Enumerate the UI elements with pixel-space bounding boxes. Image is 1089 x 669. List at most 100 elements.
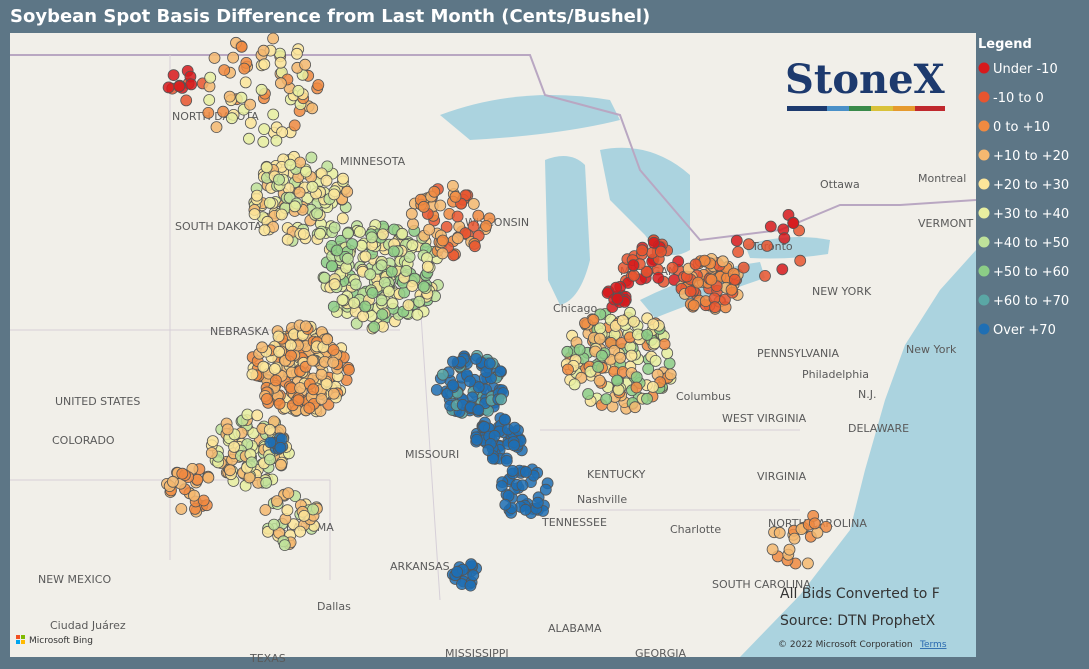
- bid-dot: [281, 233, 294, 246]
- bid-dot: [732, 246, 744, 258]
- bid-dot: [611, 292, 624, 305]
- bid-dot: [499, 498, 512, 511]
- bid-dot: [251, 409, 264, 422]
- bid-dot: [759, 269, 771, 282]
- bid-dot: [593, 374, 606, 387]
- map-label: New York: [906, 343, 957, 356]
- bid-dot: [464, 375, 476, 388]
- bid-dot: [413, 295, 426, 308]
- legend-label: +40 to +50: [993, 236, 1069, 251]
- legend-swatch: [978, 265, 990, 277]
- bid-dot: [288, 119, 301, 132]
- bid-dot: [328, 188, 341, 201]
- bid-dot: [327, 356, 340, 369]
- bid-dot: [640, 265, 653, 278]
- bid-dot: [202, 107, 215, 119]
- bid-dot: [582, 388, 594, 400]
- bid-dot: [483, 357, 496, 370]
- bid-dot: [386, 297, 399, 310]
- bid-dot: [331, 244, 343, 257]
- bid-dot: [506, 464, 519, 477]
- bid-dot: [614, 351, 627, 364]
- bid-dot: [472, 209, 485, 222]
- bid-dot: [649, 354, 662, 367]
- bid-dot: [436, 234, 449, 247]
- bid-dot: [185, 78, 198, 91]
- bid-dot: [719, 293, 731, 306]
- bid-dot: [306, 180, 319, 193]
- bid-dot: [257, 135, 270, 148]
- bid-dot: [467, 220, 480, 233]
- map-label: PENNSYLVANIA: [757, 347, 839, 360]
- bid-dot: [629, 401, 641, 414]
- legend-swatch: [978, 294, 990, 306]
- bid-dot: [366, 287, 379, 299]
- logo-bar: [849, 106, 871, 111]
- bid-dot: [278, 539, 291, 551]
- bid-dot: [341, 227, 354, 240]
- bid-dot: [223, 90, 236, 103]
- logo-text: StoneX: [785, 56, 945, 103]
- bid-dot: [446, 179, 459, 192]
- bid-dot: [561, 345, 574, 358]
- bid-dot: [468, 240, 481, 253]
- bid-dot: [311, 207, 324, 220]
- bid-dot: [616, 314, 629, 327]
- map-label: ARKANSAS: [390, 560, 450, 573]
- bid-dot: [441, 387, 454, 400]
- bid-dot: [272, 330, 285, 343]
- bid-dot: [568, 378, 581, 391]
- map-label: NEW MEXICO: [38, 573, 111, 586]
- bid-dot: [705, 273, 718, 286]
- bid-dot: [666, 261, 679, 274]
- bid-dot: [259, 504, 272, 516]
- bid-dot: [531, 496, 544, 509]
- bid-dot: [642, 362, 655, 375]
- bid-dot: [761, 239, 773, 252]
- note: All Bids Converted to F: [780, 586, 940, 602]
- legend-title: Legend: [978, 37, 1032, 52]
- terms-link[interactable]: Terms: [919, 640, 947, 650]
- bid-dot: [396, 227, 409, 240]
- bid-dot: [292, 85, 305, 97]
- bid-dot: [508, 421, 521, 434]
- map-label: MISSISSIPPI: [445, 647, 509, 660]
- bid-dot: [260, 476, 273, 489]
- lake: [545, 156, 590, 305]
- bid-dot: [175, 503, 188, 515]
- lake: [440, 95, 620, 140]
- bid-dot: [264, 436, 277, 449]
- map-label: MISSOURI: [405, 448, 459, 461]
- bid-dot: [225, 112, 238, 125]
- bid-dot: [270, 134, 283, 147]
- bid-dot: [337, 172, 349, 185]
- border: [10, 54, 977, 242]
- bid-dot: [611, 374, 623, 387]
- bid-dot: [318, 271, 331, 284]
- bid-dot: [235, 91, 248, 104]
- bid-dot: [320, 378, 333, 391]
- map-base: [10, 54, 977, 657]
- bid-dot: [260, 393, 273, 405]
- bid-dot: [206, 435, 219, 448]
- bid-dot: [400, 264, 413, 277]
- map-label: Columbus: [676, 390, 731, 403]
- bid-dot: [519, 503, 532, 516]
- bid-dot: [241, 408, 254, 421]
- map-label: Ottawa: [820, 178, 860, 191]
- map-label: WEST VIRGINIA: [722, 412, 807, 425]
- map-label: KENTUCKY: [587, 468, 646, 481]
- bid-dot: [246, 368, 259, 381]
- bid-dot: [742, 238, 755, 251]
- bid-dot: [689, 258, 702, 271]
- bid-dot: [342, 363, 355, 376]
- bid-dot: [173, 80, 186, 93]
- title: Soybean Spot Basis Difference from Last …: [10, 6, 650, 27]
- bid-dot: [788, 532, 801, 545]
- bid-dot: [263, 196, 276, 209]
- bid-dot: [327, 344, 340, 356]
- copyright: © 2022 Microsoft Corporation: [778, 640, 913, 650]
- bid-dot: [430, 383, 443, 396]
- map-label: Chicago: [553, 302, 597, 315]
